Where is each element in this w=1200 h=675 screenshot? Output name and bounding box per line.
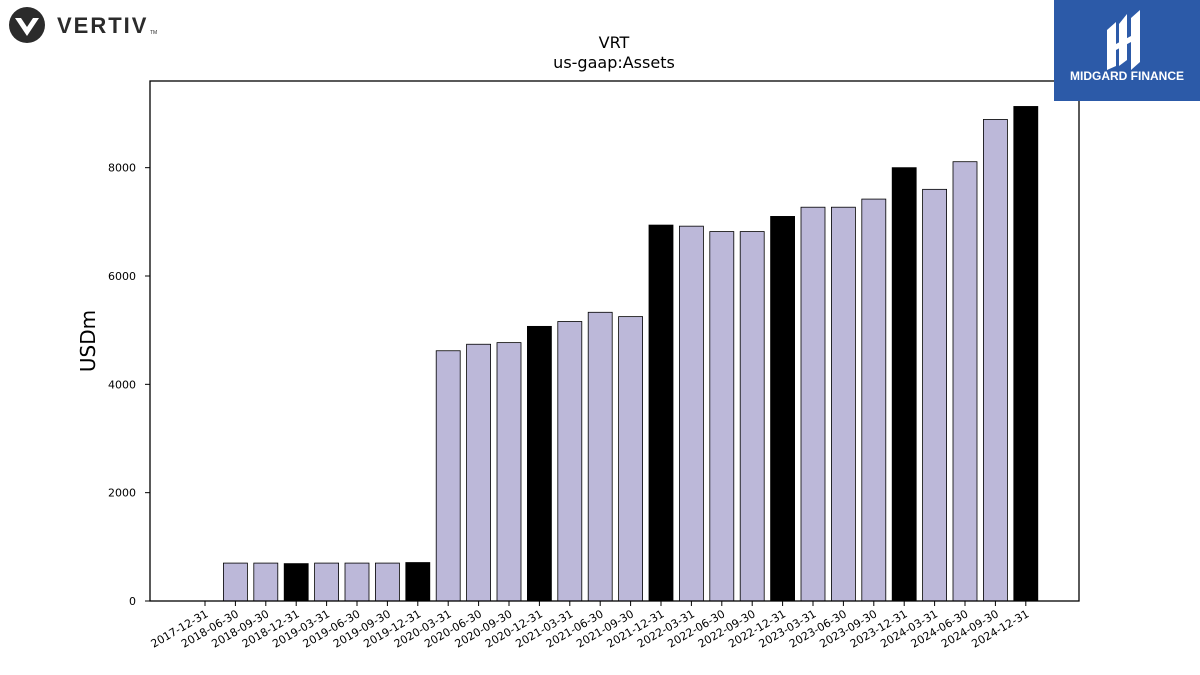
bar-2024-12-31 [1013,106,1039,602]
bar-2022-09-30 [739,231,765,602]
bar-2020-03-31 [435,350,461,602]
bar-2019-03-31 [314,562,340,602]
bar-2021-06-30 [587,311,613,602]
vertiv-logo-trademark: TM [150,30,157,36]
plot-frame [149,80,1080,602]
bar-2020-12-31 [527,325,552,602]
bars-layer [222,106,1039,602]
bar-2023-12-31 [891,167,917,602]
bar-2021-12-31 [648,224,674,602]
y-tick-label: 6000 [108,270,136,283]
bar-2024-09-30 [983,119,1008,602]
bar-2022-03-31 [679,225,704,602]
bar-2021-03-31 [557,321,583,602]
bar-2022-12-31 [770,216,795,602]
y-tick-label: 2000 [108,487,136,500]
bar-2020-06-30 [466,343,492,602]
bar-2023-06-30 [831,206,856,602]
bar-2024-03-31 [922,188,947,602]
bar-2019-09-30 [374,562,400,602]
bar-2020-09-30 [496,342,522,602]
bar-2022-06-30 [709,231,735,602]
bar-2019-12-31 [405,562,431,602]
y-tick-label: 8000 [108,162,136,175]
bar-2018-12-31 [283,563,309,602]
bar-2021-09-30 [618,316,643,602]
x-ticks-layer: 2017-12-312018-06-302018-09-302018-12-31… [149,601,1031,651]
y-axis-label: USDm [76,310,100,372]
y-tick-label: 0 [129,595,136,608]
midgard-finance-logo-text: MIDGARD FINANCE [1070,69,1184,83]
vertiv-logo-text: VERTIV [57,13,148,38]
bar-2023-09-30 [861,198,887,602]
vertiv-logo: VERTIV TM [8,6,168,46]
bar-2023-03-31 [800,206,826,602]
midgard-finance-logo-mark-icon [1107,10,1140,70]
y-ticks-layer: 0 2000 4000 6000 8000 [108,162,150,608]
midgard-finance-logo: MIDGARD FINANCE [1054,0,1200,101]
vertiv-logo-mark-icon [9,7,45,43]
bar-2018-06-30 [222,562,248,602]
bar-2018-09-30 [253,562,279,602]
y-tick-label: 4000 [108,378,136,391]
chart-title: VRT [599,33,630,52]
bar-2024-06-30 [952,161,978,602]
chart-subtitle: us-gaap:Assets [553,53,675,72]
bar-2019-06-30 [344,562,370,602]
